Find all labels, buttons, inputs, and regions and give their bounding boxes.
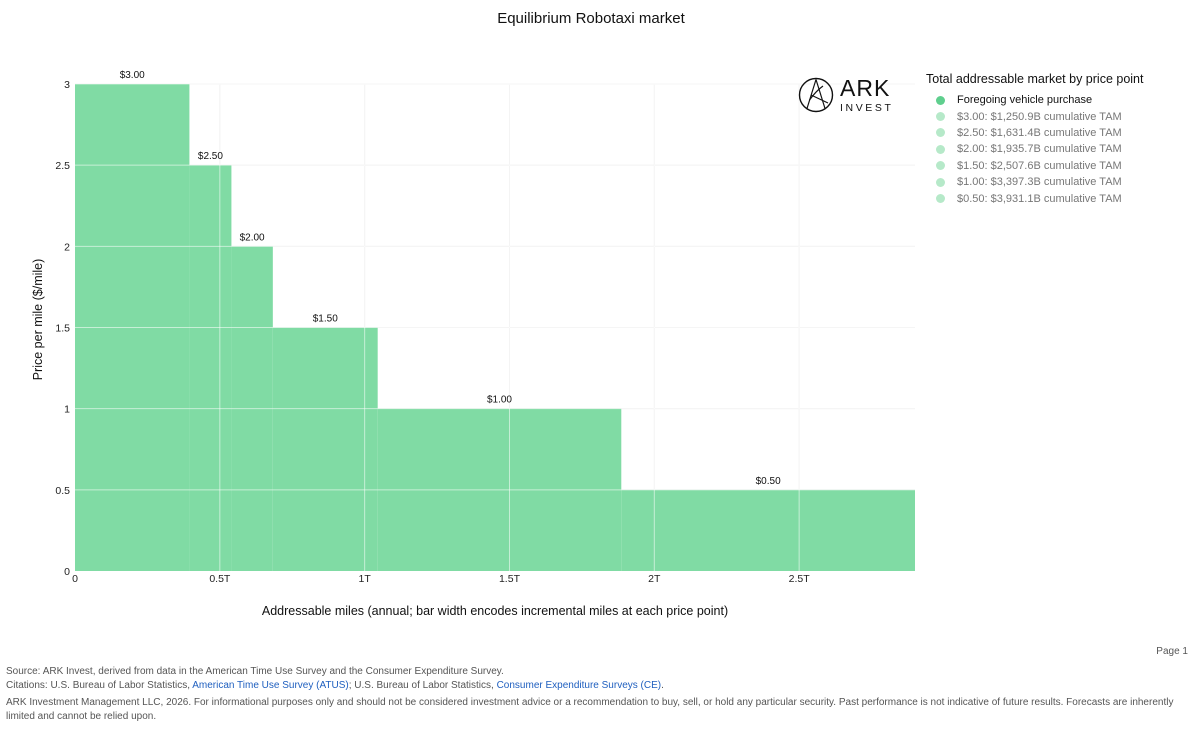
legend-item[interactable]: $1.00: $3,397.3B cumulative TAM [926, 174, 1143, 190]
logo-sub: INVEST [840, 102, 894, 114]
y-axis-title: Price per mile ($/mile) [31, 259, 45, 381]
legend-label: $1.50: $2,507.6B cumulative TAM [957, 159, 1122, 172]
x-tick-label: 0 [72, 573, 78, 585]
tick-layer: 0 0.5T 1T 1.5T 2T 2.5T 0 0.5 1 1.5 2 2.5 3 [55, 79, 810, 585]
legend-label: $2.00: $1,935.7B cumulative TAM [957, 143, 1122, 156]
label-layer: $3.00 $2.50 $2.00 $1.50 $1.00 $0.50 [120, 70, 781, 487]
legend-marker-icon [936, 194, 945, 204]
citations-suffix: . [661, 680, 664, 691]
bar-data-label: $0.50 [756, 476, 781, 487]
overlay-grid-layer [75, 83, 915, 571]
legend-marker-icon [936, 112, 945, 122]
legend-label: $0.50: $3,931.1B cumulative TAM [957, 192, 1122, 205]
bar-1-50 [272, 327, 378, 571]
bar-data-label: $2.00 [240, 232, 265, 243]
x-tick-label: 2.5T [789, 573, 811, 585]
legend-label: $3.00: $1,250.9B cumulative TAM [957, 110, 1122, 123]
ark-logo-icon [798, 78, 834, 113]
legend-title: Total addressable market by price point [926, 72, 1144, 86]
logo-brand: ARK [840, 75, 891, 101]
y-tick-label: 1 [64, 404, 70, 416]
bar-data-label: $3.00 [120, 70, 145, 81]
y-tick-label: 2 [64, 241, 70, 253]
bar-data-label: $1.00 [487, 395, 512, 406]
chart-title: Equilibrium Robotaxi market [497, 10, 685, 27]
citations-mid: ; U.S. Bureau of Labor Statistics, [348, 680, 497, 691]
legend-marker-icon [936, 128, 945, 138]
legend-label: $1.00: $3,397.3B cumulative TAM [957, 176, 1122, 189]
bar-data-label: $1.50 [313, 314, 338, 325]
legend-label: Foregoing vehicle purchase [957, 94, 1093, 107]
legend-item[interactable]: $2.00: $1,935.7B cumulative TAM [926, 141, 1143, 157]
legend: Total addressable market by price point … [926, 72, 1143, 207]
x-tick-label: 2T [648, 573, 661, 585]
x-tick-label: 1T [359, 573, 372, 585]
legend-marker-icon [936, 161, 945, 171]
y-tick-label: 0.5 [55, 485, 70, 497]
footer: Source: ARK Invest, derived from data in… [6, 665, 1186, 724]
x-tick-label: 0.5T [209, 573, 231, 585]
page-number: Page 1 [1156, 646, 1188, 657]
legend-marker-icon [936, 144, 945, 154]
bar-2-50 [189, 165, 232, 571]
footer-disclaimer: ARK Investment Management LLC, 2026. For… [6, 697, 1174, 722]
x-axis-title: Addressable miles (annual; bar width enc… [262, 604, 728, 618]
footer-source: Source: ARK Invest, derived from data in… [6, 666, 504, 677]
y-tick-label: 0 [64, 566, 70, 578]
y-tick-label: 2.5 [55, 160, 70, 172]
legend-item[interactable]: $1.50: $2,507.6B cumulative TAM [926, 158, 1143, 174]
y-tick-label: 3 [64, 79, 70, 91]
bar-data-label: $2.50 [198, 151, 223, 162]
atus-link[interactable]: American Time Use Survey (ATUS) [192, 680, 349, 691]
legend-marker-icon [936, 177, 945, 187]
legend-label: $2.50: $1,631.4B cumulative TAM [957, 126, 1122, 139]
legend-item[interactable]: $3.00: $1,250.9B cumulative TAM [926, 108, 1143, 124]
legend-item[interactable]: $2.50: $1,631.4B cumulative TAM [926, 125, 1143, 141]
y-tick-label: 1.5 [55, 323, 70, 335]
legend-marker-icon [936, 95, 945, 105]
legend-item[interactable]: Foregoing vehicle purchase [926, 92, 1143, 108]
chart-svg: $3.00 $2.50 $2.00 $1.50 $1.00 $0.50 0 0.5T 1T 1.… [31, 70, 915, 618]
legend-item[interactable]: $0.50: $3,931.1B cumulative TAM [926, 190, 1143, 206]
bar-0-50 [621, 489, 915, 571]
citations-prefix: Citations: U.S. Bureau of Labor Statisti… [6, 680, 193, 691]
footer-citations: Citations: U.S. Bureau of Labor Statisti… [6, 679, 1186, 693]
x-tick-label: 1.5T [499, 573, 521, 585]
ce-link[interactable]: Consumer Expenditure Surveys (CE) [496, 680, 662, 691]
ark-invest-logo: ARK INVEST [798, 77, 894, 114]
